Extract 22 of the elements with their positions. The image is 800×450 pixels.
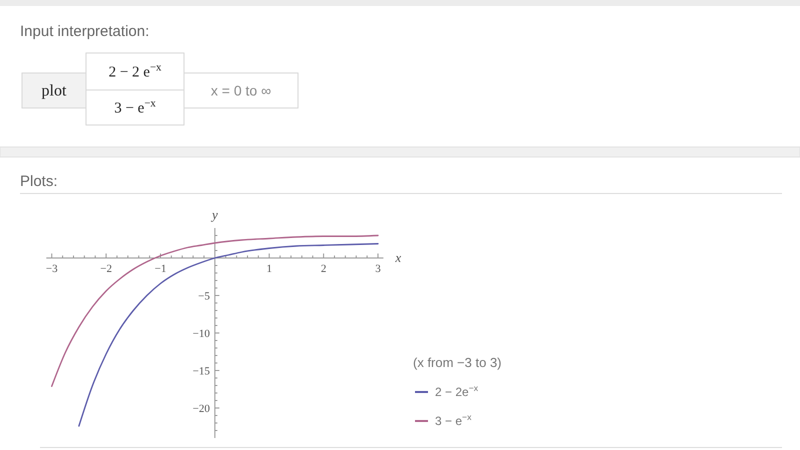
legend-label: 2 − 2e$^{−x}$: [435, 383, 479, 399]
text: 3 − e$^{−x}$: [114, 98, 156, 116]
legend-title: (x from −3 to 3): [413, 355, 502, 370]
text: plot: [42, 82, 67, 100]
x-tick-label: −3: [46, 263, 58, 275]
x-tick-label: 1: [266, 263, 272, 275]
y-tick-label: −10: [192, 328, 210, 340]
text: Input interpretation:: [20, 23, 150, 40]
y-axis-title: y: [210, 207, 218, 222]
x-tick-label: −1: [154, 263, 166, 275]
y-tick-label: −20: [192, 403, 210, 415]
x-tick-label: 2: [320, 263, 326, 275]
text: x = 0 to ∞: [210, 82, 272, 98]
text: 2 − 2 e$^{−x}$: [108, 62, 162, 80]
legend-label: 3 − e$^{−x}$: [435, 412, 472, 428]
y-tick-label: −5: [198, 290, 210, 302]
x-tick-label: 3: [375, 263, 382, 275]
line-series: [78, 243, 379, 427]
chart-title: Plots:: [20, 173, 58, 190]
y-tick-label: −15: [192, 366, 210, 378]
x-tick-label: −2: [100, 263, 112, 275]
x-axis-title: x: [394, 250, 402, 265]
